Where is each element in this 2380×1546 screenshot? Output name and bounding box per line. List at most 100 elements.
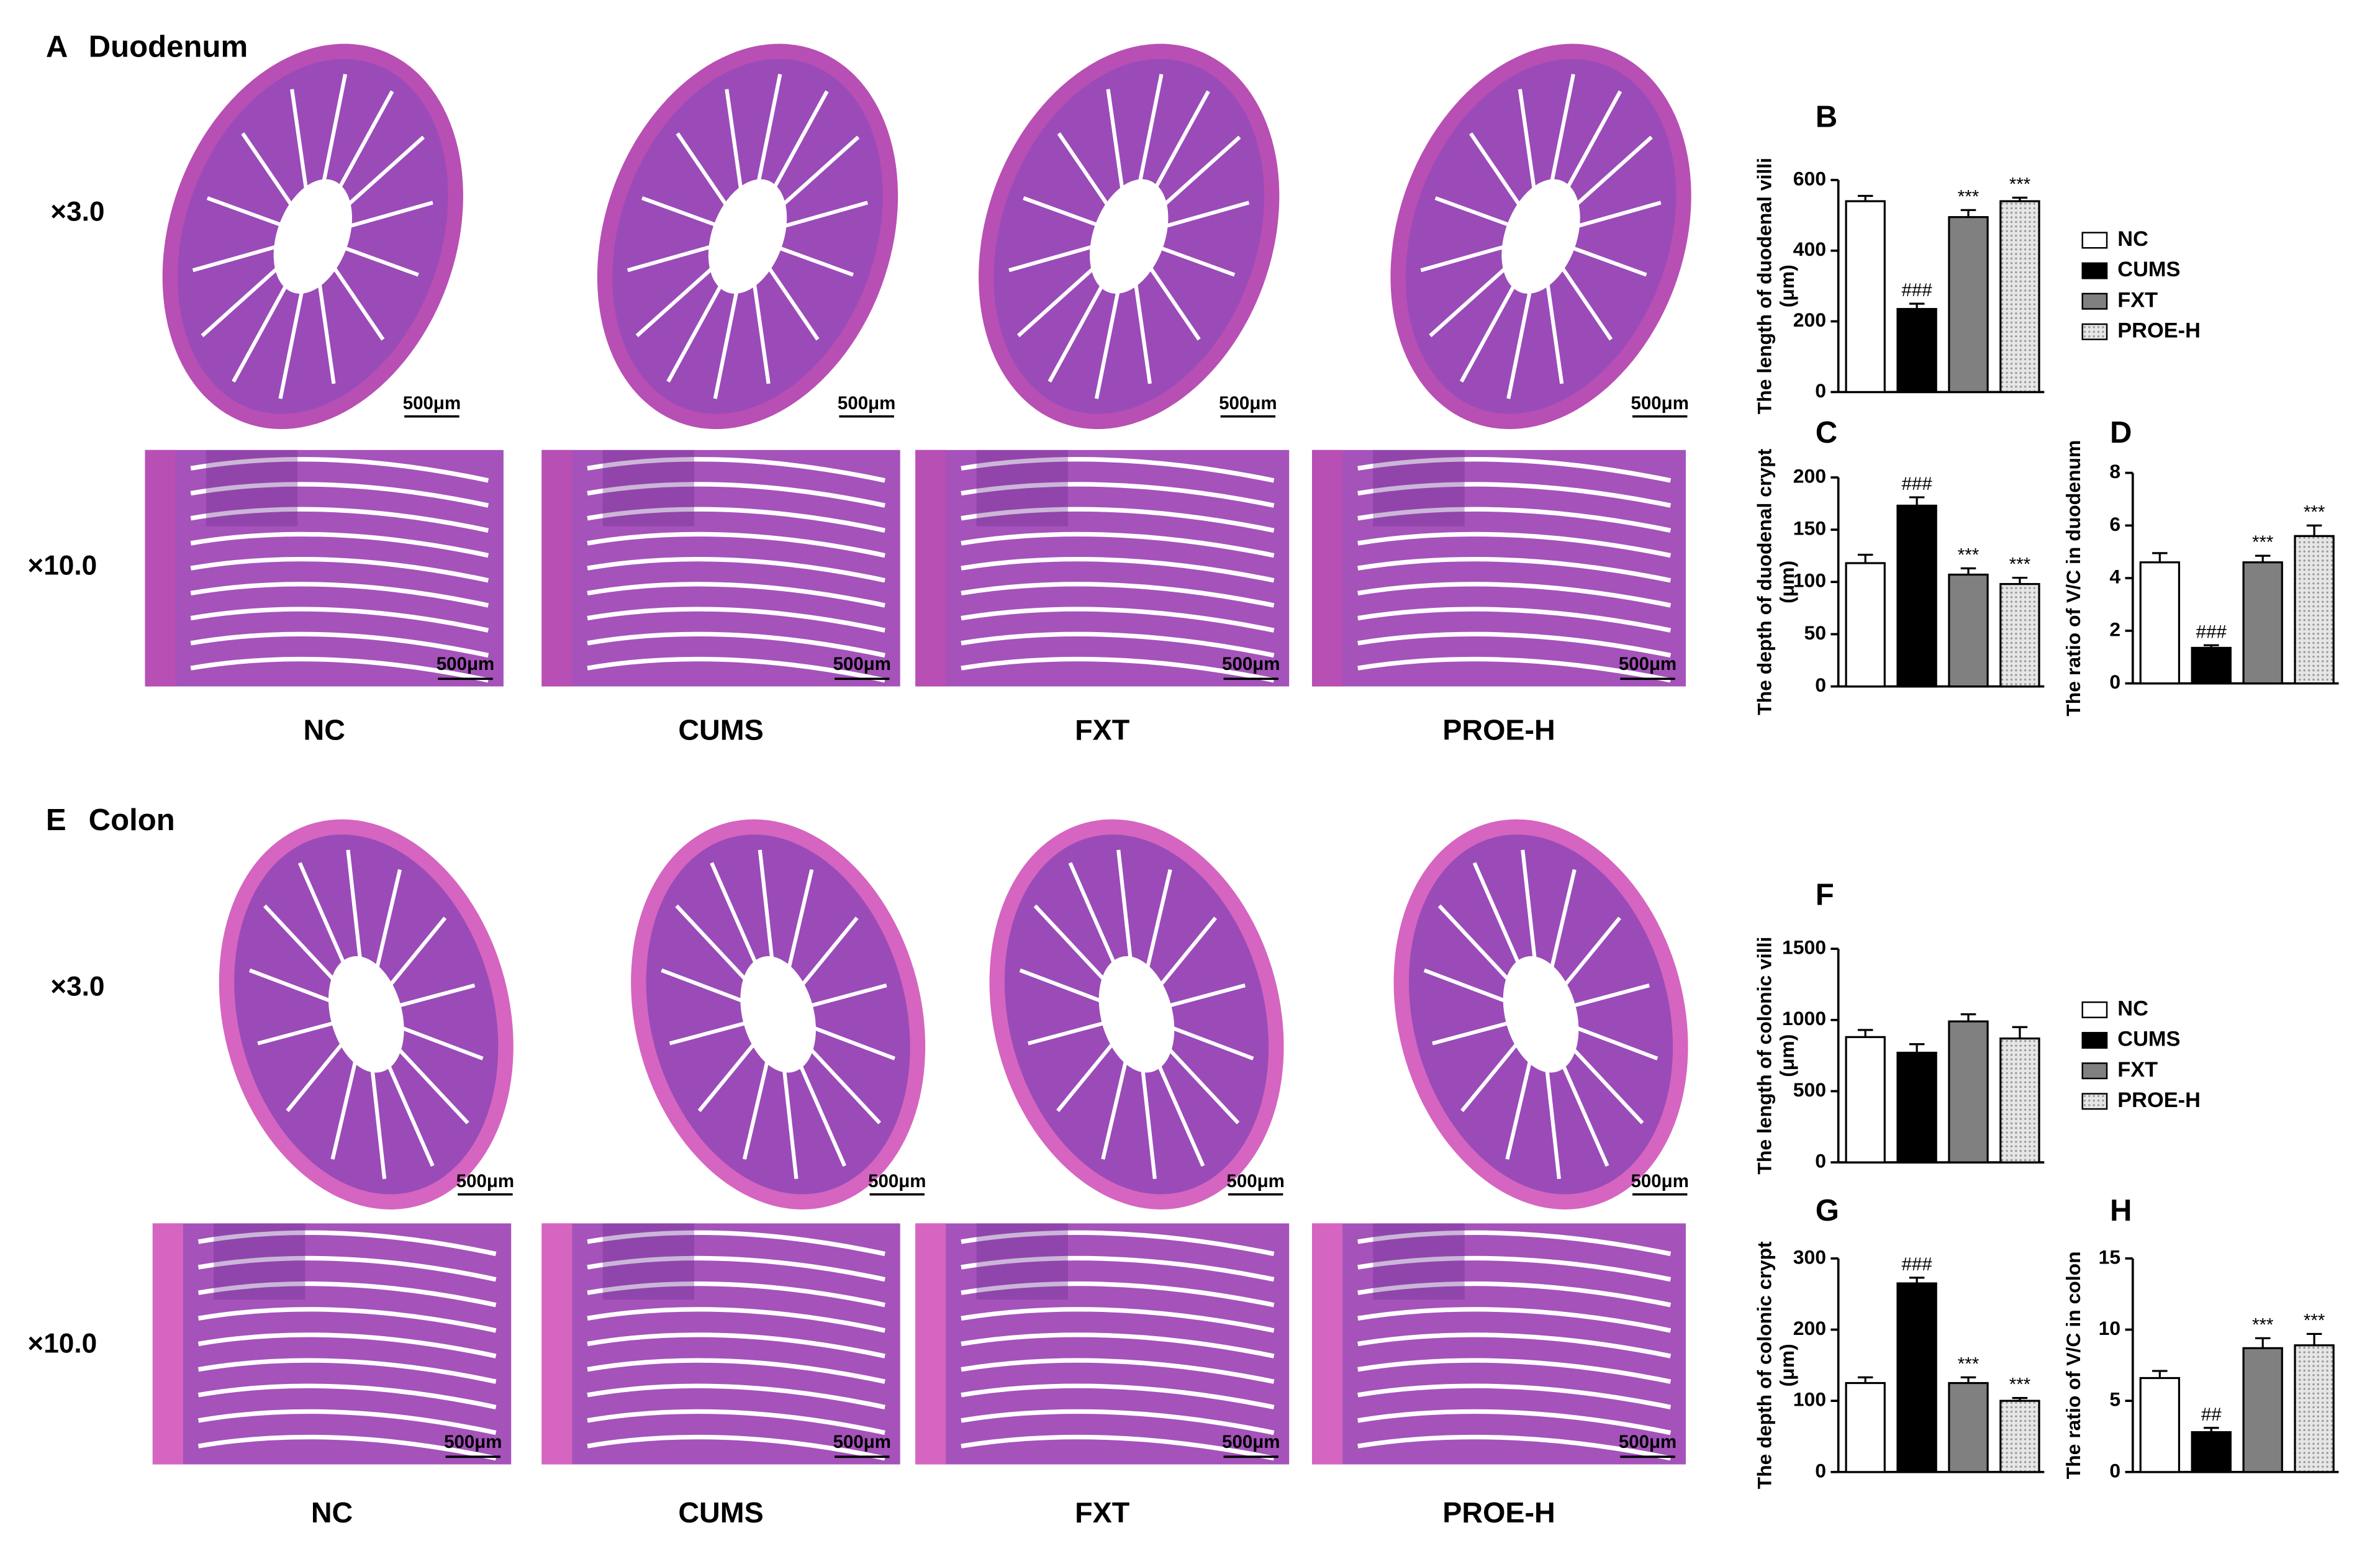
bar (1948, 573, 1989, 688)
zoom-fold (1357, 1434, 1672, 1461)
y-tick-label: 10 (2099, 1317, 2121, 1339)
section-image (219, 819, 514, 1209)
zoom-fold (197, 1307, 497, 1333)
scale-bar-label: 500μm (838, 393, 895, 414)
legend-label: NC (2117, 227, 2148, 251)
y-axis-label: (μm) (1776, 561, 1798, 603)
zoom-fold (190, 457, 489, 483)
group-label: NC (304, 714, 345, 746)
group-label: CUMS (678, 1496, 763, 1529)
zoom-fold (961, 531, 1275, 558)
zoom-fold (587, 457, 885, 483)
panel-letter: B (1816, 101, 1837, 134)
y-tick-label: 4 (2109, 566, 2120, 588)
y-tick-label: 200 (1793, 1317, 1826, 1339)
zoom-wall (1312, 1223, 1343, 1465)
zoom-fold (1357, 556, 1672, 583)
lumen (328, 956, 404, 1073)
y-tick-label: 0 (1815, 1459, 1826, 1481)
zoom-fold (190, 582, 489, 608)
bar (2242, 1347, 2283, 1473)
legend-label: NC (2117, 997, 2148, 1021)
zoom-fold (1357, 1230, 1672, 1257)
y-axis-label: The length of duodenal villi (1753, 158, 1775, 414)
bar (1948, 1381, 1989, 1473)
charts: B The length of duodenal villi (μm) 0 200 4 0 0… (1753, 101, 2339, 1489)
y-tick-label: 0 (2109, 671, 2120, 693)
zoom-shade (1373, 1223, 1465, 1300)
zoom-fold (587, 1307, 885, 1333)
group-label: NC (311, 1496, 353, 1529)
zoom-fold (961, 631, 1275, 658)
bar (2242, 561, 2283, 685)
y-axis-label: (μm) (1776, 1344, 1798, 1386)
section-image (979, 43, 1280, 430)
group-label: PROE-H (1442, 714, 1555, 746)
zoom-fold (1357, 457, 1672, 483)
legend-label: CUMS (2117, 1028, 2180, 1051)
y-axis-label: The ratio of V/C in colon (2062, 1251, 2084, 1479)
significance-label: ### (1902, 474, 1933, 494)
scale-bar-label: 500μm (833, 1432, 891, 1452)
bar (2139, 1376, 2181, 1473)
zoom-fold (197, 1383, 497, 1410)
zoom-fold (587, 1409, 885, 1435)
zoom-fold (587, 631, 885, 658)
zoom-fold (961, 656, 1275, 683)
zoom-fold (961, 1307, 1275, 1333)
scale-bar-label: 500μm (403, 393, 461, 414)
zoom-fold (587, 1332, 885, 1358)
significance-label: *** (1958, 545, 1979, 566)
lumen (1501, 179, 1580, 294)
section-image (1390, 43, 1691, 430)
significance-label: *** (2304, 502, 2325, 523)
zoom-fold (587, 582, 885, 608)
legend-label: PROE-H (2117, 1088, 2201, 1112)
scale-bar-label: 500μm (1222, 654, 1280, 674)
zoom-shade (214, 1223, 305, 1300)
bar (2191, 1431, 2232, 1473)
scale-bar-label: 500μm (1619, 1432, 1676, 1452)
scale-bar-label: 500μm (1226, 1171, 1284, 1191)
bar (1999, 1399, 2040, 1473)
zoom-fold (587, 1230, 885, 1257)
histology: A Duodenum ×3.0 ×10.0 500μm 500μm NC 500μm 500μm… (27, 30, 1691, 1529)
zoom-fold (587, 507, 885, 533)
y-tick-label: 200 (1793, 464, 1826, 487)
zoom-fold (1357, 1307, 1672, 1333)
scale-bar-label: 500μm (1619, 654, 1676, 674)
zoom-wall (915, 1223, 946, 1465)
legend-label: FXT (2117, 1058, 2158, 1082)
y-tick-label: 0 (2109, 1459, 2120, 1481)
bar (2139, 561, 2181, 685)
zoom-fold (190, 556, 489, 583)
zoom-fold (190, 656, 489, 683)
magnification: ×3.0 (50, 197, 104, 227)
zoom-fold (961, 1409, 1275, 1435)
zoom-fold (197, 1332, 497, 1358)
panel-letter: H (2110, 1194, 2132, 1227)
legend-swatch (2081, 1093, 2108, 1110)
legend-swatch (2081, 1062, 2108, 1080)
bar (1845, 562, 1886, 688)
zoom-fold (1357, 482, 1672, 508)
scale-bar-label: 500μm (444, 1432, 502, 1452)
magnification: ×10.0 (27, 551, 97, 581)
zoom-fold (961, 582, 1275, 608)
group-label: FXT (1075, 714, 1129, 746)
zoom-fold (197, 1358, 497, 1384)
panel-letter: D (2110, 416, 2132, 450)
zoom-fold (587, 1358, 885, 1384)
y-tick-label: 0 (1815, 379, 1826, 402)
zoom-fold (961, 1332, 1275, 1358)
y-axis-label: The length of colonic villi (1753, 937, 1775, 1175)
scale-bar-label: 500μm (1631, 1171, 1689, 1191)
scale-bar-label: 500μm (1631, 393, 1689, 414)
bar (1999, 1037, 2040, 1164)
significance-label: *** (2009, 554, 2030, 575)
zoom-fold (1357, 507, 1672, 533)
bar (1948, 1020, 1989, 1164)
lumen (1503, 956, 1579, 1073)
significance-label: *** (1958, 186, 1979, 207)
